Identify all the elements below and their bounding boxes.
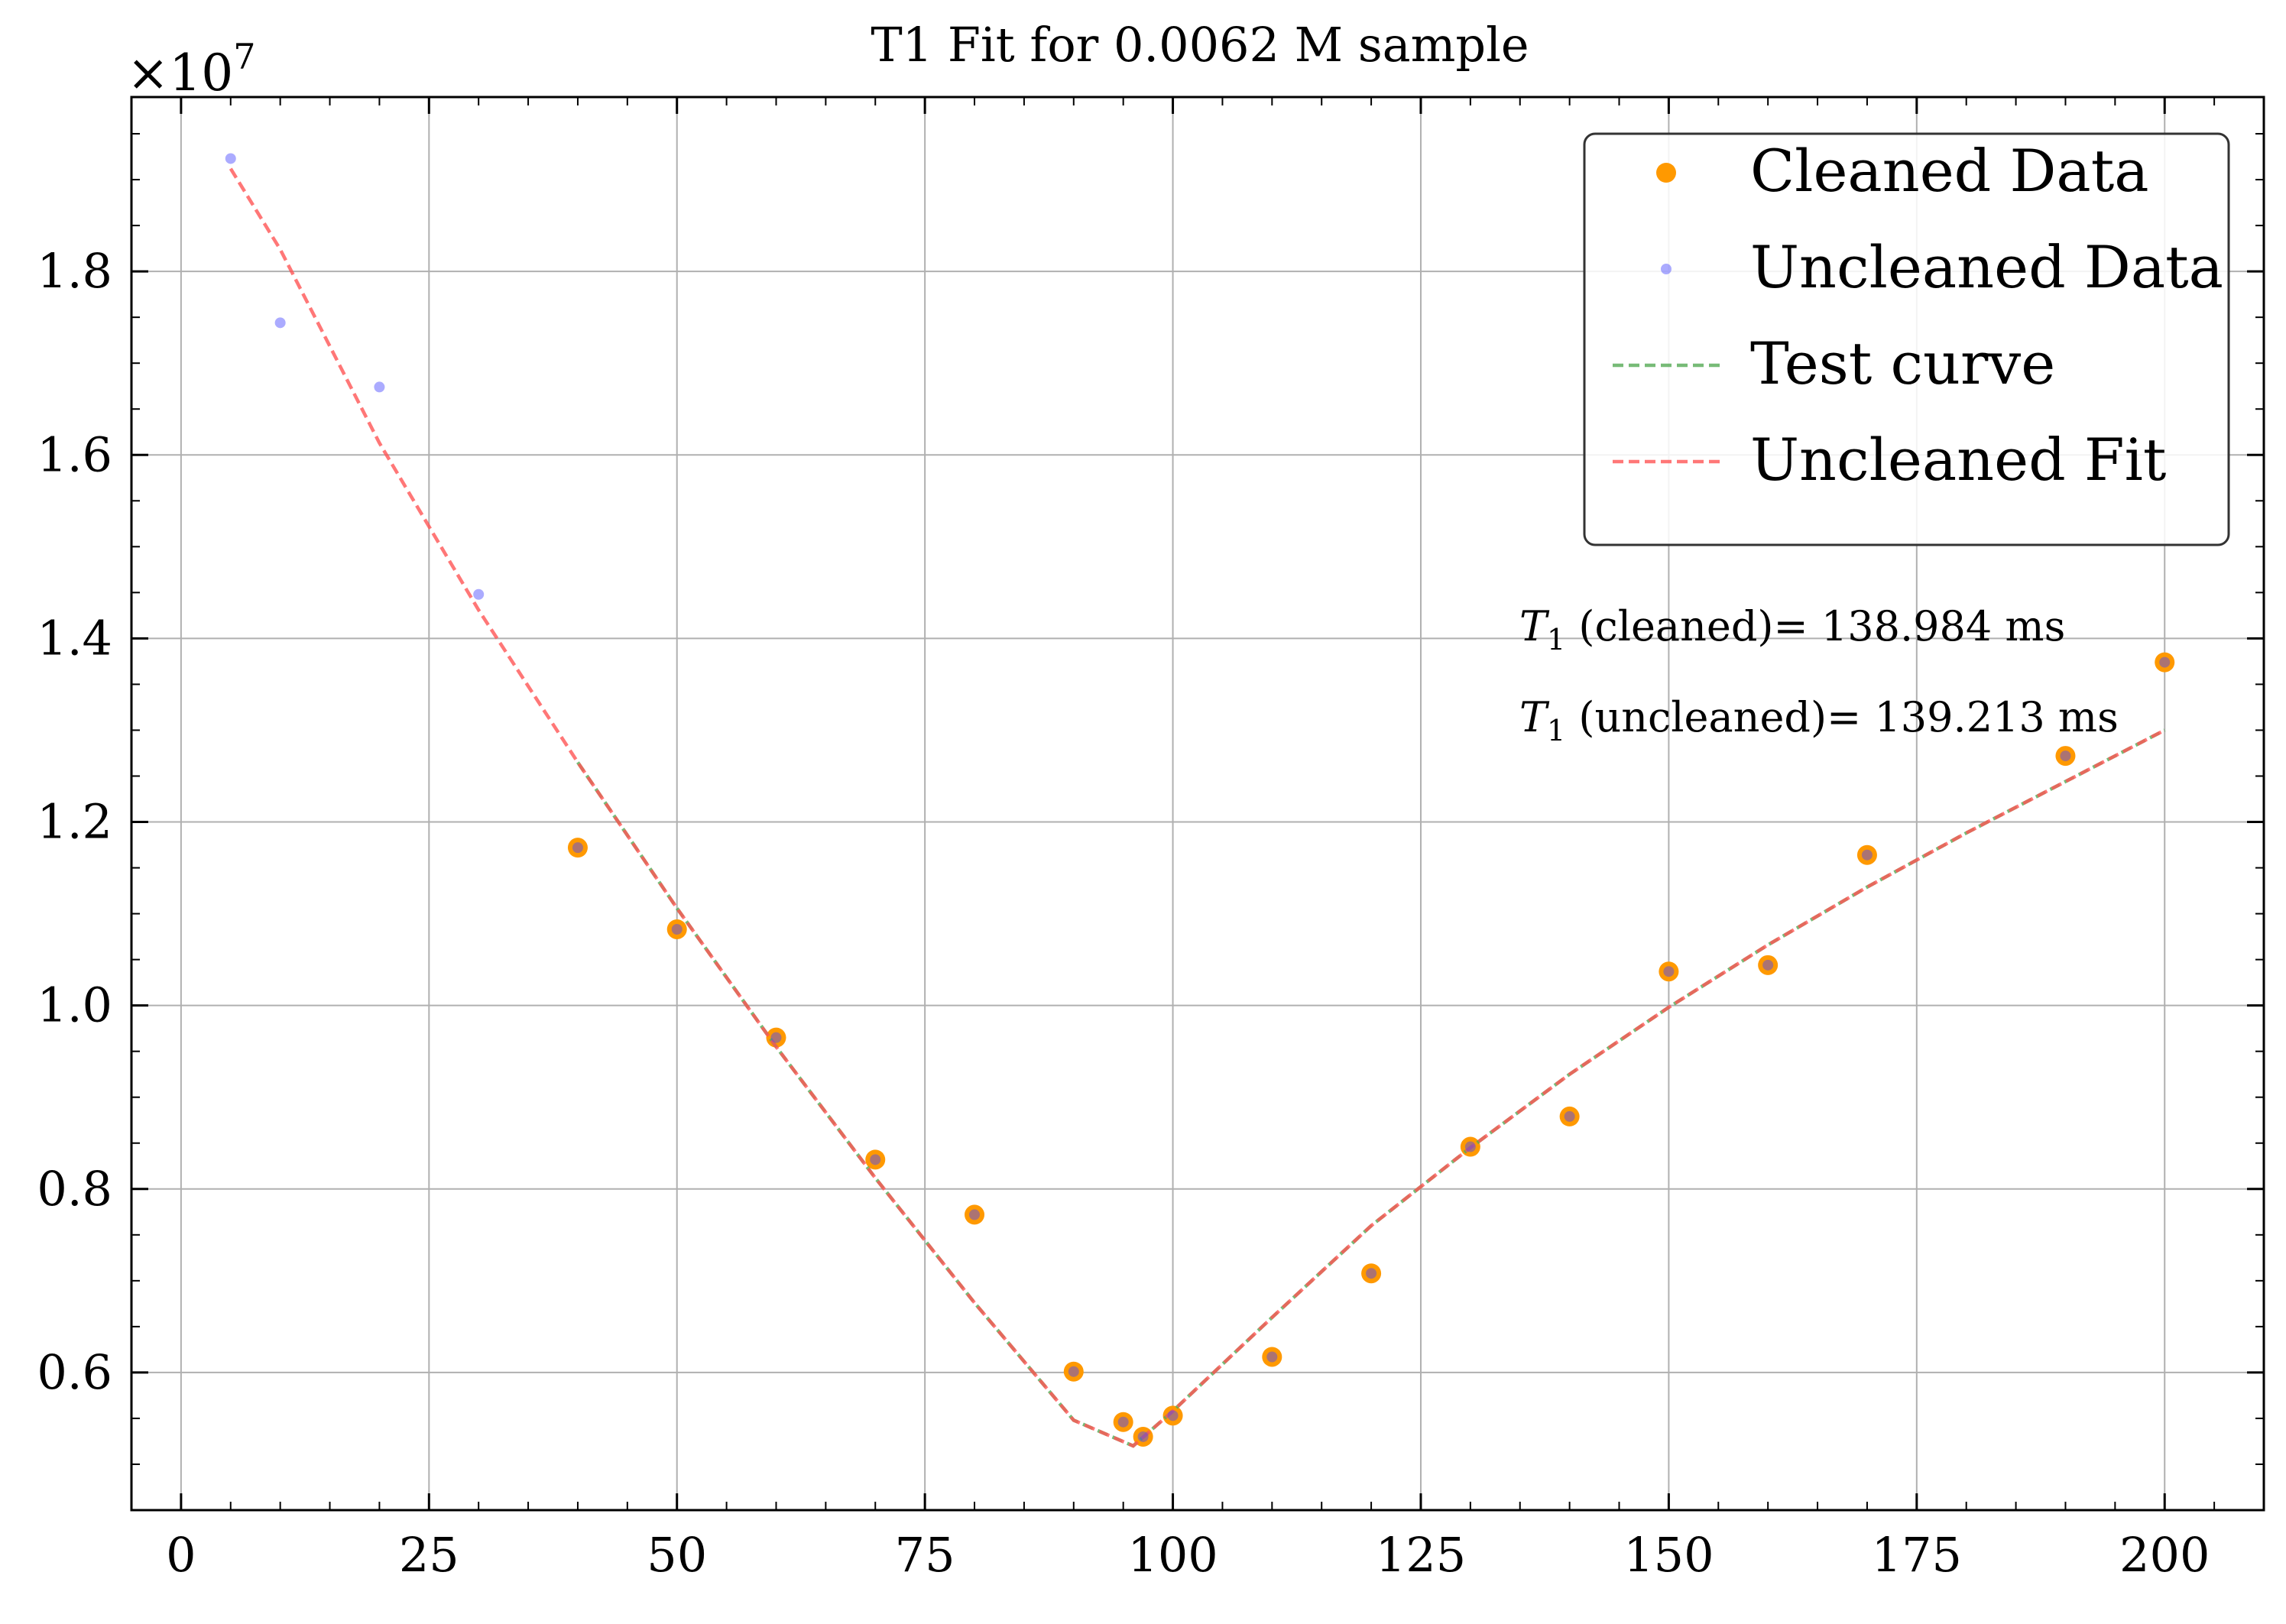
data-point — [374, 381, 385, 393]
data-point — [1366, 1268, 1377, 1279]
legend-marker — [1656, 163, 1676, 183]
legend-box — [1583, 132, 2230, 546]
data-point — [1262, 1347, 1282, 1367]
x-tick-label: 50 — [647, 1527, 707, 1583]
y-axis-offset-label: ×107 — [127, 36, 256, 102]
series-line — [576, 728, 2166, 1448]
data-point — [1068, 1366, 1079, 1377]
data-point — [567, 838, 588, 858]
x-tick-label: 200 — [2119, 1527, 2210, 1583]
data-point — [2055, 746, 2076, 767]
axis-ticks — [131, 97, 2265, 1510]
svg-text:×107: ×107 — [127, 36, 256, 102]
data-point — [1117, 1416, 1129, 1428]
axis-tick-labels: 0 25 50 75 100 125 150 175 200 0.6 0.8 1.0 1.2 1.4 1.6… — [37, 243, 2210, 1583]
data-point — [1167, 1410, 1179, 1421]
data-point — [1063, 1361, 1084, 1382]
data-point — [1856, 844, 1877, 865]
data-point — [865, 1149, 886, 1170]
data-point — [1361, 1263, 1382, 1284]
y-tick-label: 1.4 — [37, 610, 112, 666]
data-point — [225, 153, 236, 164]
data-point — [965, 1204, 985, 1225]
legend-label: Uncleaned Data — [1750, 233, 2223, 301]
data-point — [1762, 959, 1774, 971]
x-tick-label: 150 — [1623, 1527, 1714, 1583]
y-tick-label: 1.2 — [37, 794, 112, 850]
data-point — [1663, 966, 1675, 977]
plot-frame — [130, 96, 2265, 1512]
legend-label: Uncleaned Fit — [1750, 426, 2166, 494]
annotation-text: T1 (cleaned)= 138.984 ms — [1519, 602, 2065, 656]
x-tick-label: 125 — [1376, 1527, 1466, 1583]
legend-marker — [1661, 264, 1672, 274]
x-tick-label: 25 — [399, 1527, 459, 1583]
x-tick-label: 75 — [895, 1527, 955, 1583]
legend: Cleaned Data Uncleaned Data Test curve Uncl… — [1583, 132, 2230, 546]
data-point — [1266, 1351, 1278, 1363]
y-tick-label: 1.0 — [37, 977, 112, 1033]
legend-label: Test curve — [1750, 329, 2055, 397]
series-line — [229, 167, 2166, 1448]
x-tick-label: 175 — [1872, 1527, 1962, 1583]
y-offset-exponent: 7 — [233, 36, 255, 77]
y-offset-base: ×10 — [127, 44, 233, 102]
data-point — [770, 1032, 782, 1043]
data-point — [1113, 1412, 1133, 1432]
data-point — [572, 842, 583, 854]
data-point — [666, 919, 687, 939]
annotation-text: T1 (uncleaned)= 139.213 ms — [1519, 693, 2119, 747]
data-point — [969, 1209, 981, 1220]
data-point — [1559, 1106, 1580, 1126]
data-point — [870, 1154, 881, 1165]
data-point — [1137, 1431, 1149, 1442]
annotations: T1 (cleaned)= 138.984 ms T1 (uncleaned)= … — [1519, 602, 2119, 747]
grid-lines — [131, 97, 2264, 1510]
data-point — [473, 588, 485, 600]
data-point — [1861, 849, 1873, 861]
data-point — [1659, 961, 1679, 982]
chart-title: T1 Fit for 0.0062 M sample — [871, 17, 1529, 73]
series-layer — [225, 153, 2175, 1448]
legend-label: Cleaned Data — [1750, 137, 2149, 205]
y-tick-label: 0.6 — [37, 1344, 112, 1400]
data-point — [274, 317, 286, 329]
data-point — [2159, 656, 2171, 668]
x-tick-label: 0 — [166, 1527, 196, 1583]
data-point — [2060, 750, 2071, 762]
data-point — [1464, 1141, 1476, 1152]
data-point — [1758, 955, 1779, 975]
data-point — [2155, 652, 2175, 673]
y-tick-label: 1.6 — [37, 426, 112, 482]
y-tick-label: 1.8 — [37, 243, 112, 299]
y-tick-label: 0.8 — [37, 1161, 112, 1217]
x-tick-label: 100 — [1127, 1527, 1218, 1583]
data-point — [671, 923, 683, 935]
data-point — [1564, 1110, 1575, 1122]
data-point — [1162, 1405, 1183, 1426]
